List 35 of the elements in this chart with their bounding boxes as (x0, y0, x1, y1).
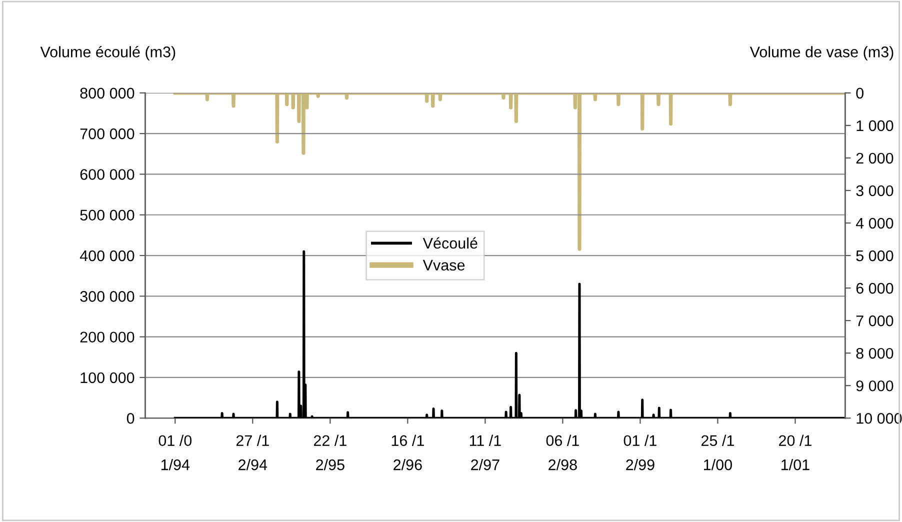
y-tick-label: 800 000 (80, 88, 134, 99)
x-tick-label: 25 /1 1/00 (701, 434, 734, 470)
x-tick-label: 22 /1 2/95 (314, 434, 346, 470)
y-tick-label: 300 000 (80, 291, 134, 302)
y-tick-label: 200 000 (80, 332, 134, 343)
line-series (174, 250, 844, 418)
x-tick-label: 01 /0 1/94 (158, 434, 192, 470)
y2-tick-label: 6 000 (856, 282, 894, 294)
y-tick-label: 400 000 (80, 250, 134, 262)
y2-tick-label: 3 000 (856, 185, 894, 196)
x-tick-label: 01 /1 2/99 (624, 434, 656, 470)
y2-tick-label: 1 000 (856, 120, 894, 132)
x-tick-label: 11 /1 2/97 (470, 434, 501, 470)
x-tick-label: 27 /1 2/94 (236, 434, 269, 470)
y-axis-title: Volume écoulé (m3) (40, 46, 176, 60)
y2-tick-label: 0 (856, 88, 864, 99)
x-tick-label: 16 /1 2/96 (392, 434, 424, 470)
x-tick-label: 20 /1 1/01 (779, 434, 812, 470)
y2-tick-label: 8 000 (856, 348, 894, 359)
y2-tick-label: 7 000 (856, 315, 894, 326)
y2-axis-title: Volume de vase (m3) (750, 46, 894, 60)
y2-tick-label: 10 000 (856, 412, 902, 424)
y-tick-label: 0 (126, 412, 134, 424)
legend-label: Vécoulé (422, 237, 478, 249)
legend-label: Vvase (422, 260, 465, 271)
y2-tick-label: 2 000 (856, 152, 894, 164)
y-tick-label: 100 000 (80, 372, 134, 384)
y-tick-label: 500 000 (80, 210, 134, 221)
line-series (173, 92, 846, 251)
y2-tick-label: 5 000 (856, 250, 894, 262)
x-tick-label: 06 /1 2/98 (546, 434, 579, 470)
y-tick-label: 700 000 (80, 128, 134, 140)
y2-tick-label: 4 000 (856, 218, 894, 229)
y-tick-label: 600 000 (80, 169, 134, 180)
y2-tick-label: 9 000 (856, 380, 894, 392)
